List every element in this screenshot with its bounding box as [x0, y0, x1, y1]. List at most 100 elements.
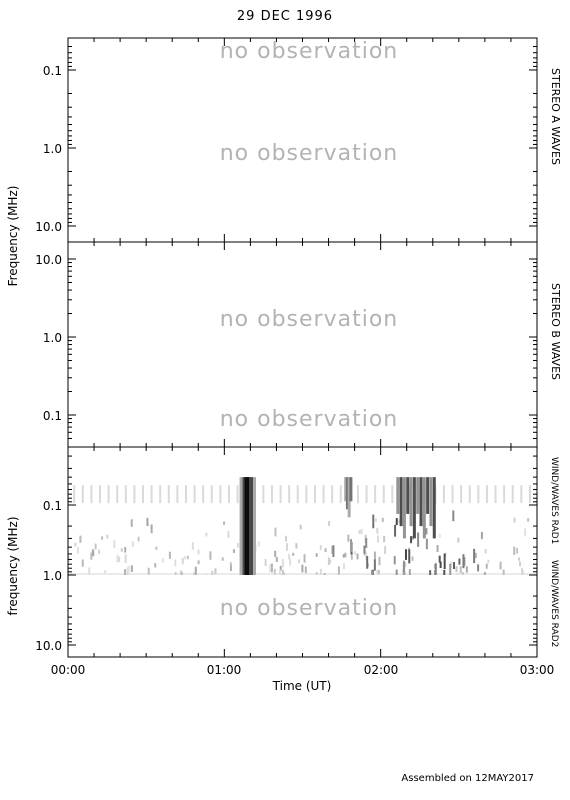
- rad1-speckle: [344, 552, 347, 558]
- rad1-speckle: [354, 551, 357, 555]
- rad1-speckle: [356, 553, 359, 560]
- rad1-speckle: [347, 534, 350, 542]
- rad1-late-streak: [404, 549, 407, 560]
- rad1-streak: [365, 485, 368, 504]
- burst-streak: [345, 477, 349, 510]
- rad1-late-streak: [425, 538, 428, 550]
- rad1-speckle: [116, 554, 119, 563]
- rad1-speckle: [524, 528, 527, 537]
- rad1-speckle: [214, 568, 217, 575]
- rad1-streak: [528, 485, 531, 504]
- rad1-late-streak: [473, 548, 476, 564]
- rad1-speckle: [194, 566, 197, 575]
- rad1-speckle: [513, 517, 516, 523]
- rad1-speckle: [301, 564, 304, 573]
- rad1-speckle: [232, 549, 235, 553]
- rad1-speckle: [98, 549, 101, 555]
- rad1-streak: [107, 485, 110, 504]
- rad1-speckle: [69, 572, 72, 575]
- rad1-speckle: [455, 566, 458, 573]
- rad1-streak: [227, 485, 230, 504]
- rad1-speckle: [74, 542, 77, 547]
- rad1-speckle: [229, 562, 232, 566]
- rad1-speckle: [191, 542, 194, 550]
- rad1-streak: [236, 485, 239, 504]
- x-axis-label: Time (UT): [272, 679, 332, 693]
- rad1-speckle: [365, 551, 368, 560]
- rad1-late-streak: [425, 528, 428, 535]
- rad1-speckle: [184, 556, 187, 560]
- xtick-0300: 03:00: [520, 663, 555, 677]
- rad1-late-streak: [452, 562, 455, 570]
- rad1-speckle: [483, 572, 486, 575]
- rad1-late-streak: [443, 553, 446, 570]
- rad1-late-streak: [408, 549, 411, 564]
- rad1-streak: [322, 485, 325, 504]
- rad1-speckle: [81, 559, 84, 567]
- rad1-speckle: [77, 546, 80, 554]
- rad1-speckle: [374, 518, 377, 522]
- panel-label-stereo-b: STEREO B WAVES: [549, 283, 562, 380]
- burst-streak: [396, 477, 400, 514]
- rad1-speckle: [281, 559, 284, 568]
- rad1-speckle: [342, 554, 345, 558]
- rad1-speckle: [499, 561, 502, 570]
- burst-center: [244, 477, 249, 575]
- rad1-late-streak: [403, 560, 406, 572]
- rad1-speckle: [279, 569, 282, 575]
- rad1-speckle: [269, 564, 272, 573]
- rad1-late-streak: [394, 524, 397, 537]
- rad1-late-streak: [371, 570, 374, 575]
- rad1-streak: [503, 485, 506, 504]
- rad1-streak: [99, 485, 102, 504]
- rad1-speckle: [146, 517, 149, 526]
- rad1-streak: [270, 485, 273, 504]
- rad1-speckle: [337, 566, 340, 575]
- rad1-speckle: [150, 524, 153, 534]
- rad1-speckle: [474, 552, 477, 559]
- rad1-speckle: [456, 573, 459, 575]
- rad1-speckle: [88, 567, 91, 575]
- rad1-speckle: [381, 517, 384, 523]
- rad1-speckle: [209, 551, 212, 560]
- rad1-streak: [356, 485, 359, 504]
- wind-panel-frame: [67, 446, 538, 658]
- rad1-streak: [408, 485, 411, 504]
- rad1-speckle: [303, 554, 306, 563]
- wind-waves-heatmap: [68, 477, 537, 575]
- rad1-streak: [176, 485, 179, 504]
- rad1-speckle: [331, 546, 334, 554]
- p1-ytick-0.1: 0.1: [43, 64, 62, 78]
- rad1-speckle: [295, 543, 298, 549]
- rad1-speckle: [459, 566, 462, 574]
- rad1-speckle: [327, 557, 330, 566]
- rad1-speckle: [521, 567, 524, 575]
- rad1-speckle: [373, 551, 376, 560]
- rad1-speckle: [221, 557, 224, 561]
- rad1-speckle: [457, 537, 460, 543]
- rad1-speckle: [288, 554, 291, 560]
- rad1-streak: [90, 485, 93, 504]
- rad1-speckle: [518, 557, 521, 561]
- rad1-speckle: [137, 536, 140, 542]
- rad1-speckle: [358, 530, 361, 534]
- rad1-speckle: [376, 535, 379, 543]
- rad1-speckle: [304, 566, 307, 574]
- rad1-late-streak: [438, 555, 441, 563]
- rad1-late-streak: [372, 514, 375, 529]
- rad1-streak: [511, 485, 514, 504]
- rad1-late-streak: [458, 558, 461, 565]
- rad1-late-streak: [443, 569, 446, 575]
- rad1-speckle: [181, 557, 184, 565]
- rad1-speckle: [90, 552, 93, 560]
- rad1-late-streak: [395, 569, 398, 575]
- rad1-speckle: [273, 568, 276, 575]
- rad1-speckle: [350, 552, 353, 560]
- burst-streak: [402, 477, 406, 539]
- rad1-speckle: [79, 535, 82, 543]
- burst-streak: [426, 477, 430, 514]
- rad1-speckle: [197, 549, 200, 555]
- rad1-speckle: [124, 554, 127, 563]
- rad1-streak: [288, 485, 291, 504]
- rad1-streak: [460, 485, 463, 504]
